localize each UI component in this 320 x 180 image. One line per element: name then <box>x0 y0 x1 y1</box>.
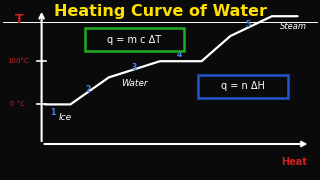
Text: q = m c ΔT: q = m c ΔT <box>107 35 162 45</box>
Text: 2: 2 <box>85 86 91 94</box>
Text: Water: Water <box>121 79 148 88</box>
Text: 100°C: 100°C <box>7 58 28 64</box>
FancyBboxPatch shape <box>85 28 184 51</box>
Text: 0 °C: 0 °C <box>10 101 25 107</box>
Text: Heat: Heat <box>282 157 307 167</box>
FancyBboxPatch shape <box>198 75 288 98</box>
Text: T: T <box>15 13 23 26</box>
Text: Heating Curve of Water: Heating Curve of Water <box>53 4 267 19</box>
Text: 5: 5 <box>245 20 251 29</box>
Text: 3: 3 <box>132 63 137 72</box>
Text: Ice: Ice <box>59 112 72 122</box>
Text: q = n ΔH: q = n ΔH <box>221 81 265 91</box>
Text: 1: 1 <box>50 108 55 117</box>
Text: Steam: Steam <box>280 22 307 31</box>
Text: 4: 4 <box>177 50 182 59</box>
